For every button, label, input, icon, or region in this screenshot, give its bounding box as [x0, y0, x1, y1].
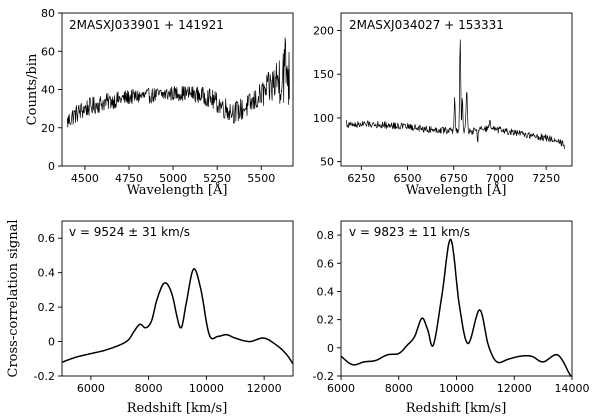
- y-tick-label: 60: [41, 45, 55, 58]
- y-tick-label: 0.8: [317, 229, 335, 242]
- x-tick-label: 5250: [203, 172, 231, 185]
- x-tick-label: 4750: [115, 172, 143, 185]
- xcorr-line: [340, 238, 573, 377]
- y-tick-label: 0.2: [317, 314, 335, 327]
- object-annotation: 2MASXJ034027 + 153331: [349, 18, 504, 32]
- x-ticks: 4500 4750 5000 5250 5500: [71, 166, 275, 185]
- x-tick-label: 6000: [77, 382, 105, 395]
- spectrum-line: [66, 37, 290, 128]
- plot-frame: [340, 12, 573, 167]
- y-ticks: -0.2 0 0.2 0.4 0.6: [34, 232, 62, 383]
- x-axis-label: Redshift [km/s]: [406, 401, 507, 416]
- y-tick-label: 0.2: [38, 301, 56, 314]
- y-tick-label: 150: [313, 68, 334, 81]
- x-ticks: 6250 6500 6750 7000 7250: [347, 166, 560, 185]
- x-tick-label: 12000: [497, 382, 532, 395]
- panel-spectrum-1: 4500 4750 5000 5250 5500 0 20 40 60 80 2MASXJ033…: [25, 7, 294, 198]
- x-tick-label: 6250: [347, 172, 375, 185]
- x-tick-label: 10000: [439, 382, 474, 395]
- y-ticks: -0.2 0 0.2 0.4 0.6 0.8: [313, 229, 341, 383]
- y-tick-label: 200: [313, 24, 334, 37]
- x-tick-label: 4500: [71, 172, 99, 185]
- y-tick-label: 0.4: [317, 285, 335, 298]
- x-axis-label: Wavelength [Å]: [406, 182, 507, 198]
- x-tick-label: 12000: [247, 382, 282, 395]
- y-tick-label: -0.2: [34, 370, 55, 383]
- y-tick-label: 20: [41, 122, 55, 135]
- y-tick-label: -0.2: [313, 370, 334, 383]
- spectrum-line: [346, 39, 565, 150]
- x-tick-label: 7250: [532, 172, 560, 185]
- x-ticks: 6000 8000 10000 12000: [77, 376, 282, 395]
- object-annotation: 2MASXJ033901 + 141921: [69, 18, 224, 32]
- y-tick-label: 100: [313, 112, 334, 125]
- x-tick-label: 5500: [247, 172, 275, 185]
- x-axis-label: Redshift [km/s]: [127, 401, 228, 416]
- x-tick-label: 8000: [385, 382, 413, 395]
- panel-spectrum-2: 6250 6500 6750 7000 7250 50 100 150 200 2MASXJ0…: [313, 12, 573, 198]
- y-tick-label: 80: [41, 7, 55, 20]
- y-tick-label: 50: [320, 156, 334, 169]
- x-tick-label: 10000: [189, 382, 224, 395]
- y-tick-label: 0.6: [38, 232, 56, 245]
- x-tick-label: 6000: [327, 382, 355, 395]
- y-tick-label: 0: [48, 336, 55, 349]
- x-tick-label: 8000: [135, 382, 163, 395]
- velocity-annotation: v = 9524 ± 31 km/s: [69, 225, 190, 239]
- y-tick-label: 0.4: [38, 267, 56, 280]
- y-tick-label: 0.6: [317, 257, 335, 270]
- y-tick-label: 0: [327, 342, 334, 355]
- plot-frame: [61, 12, 294, 167]
- x-ticks: 6000 8000 10000 12000 14000: [327, 376, 590, 395]
- panel-xcorr-1: 6000 8000 10000 12000 -0.2 0 0.2 0.4 0.6 v = 95…: [6, 219, 294, 416]
- velocity-annotation: v = 9823 ± 11 km/s: [349, 225, 470, 239]
- x-tick-label: 14000: [555, 382, 590, 395]
- y-tick-label: 0: [48, 160, 55, 173]
- y-ticks: 0 20 40 60 80: [41, 7, 62, 173]
- y-axis-label: Cross-correlation signal: [6, 219, 21, 377]
- x-tick-label: 6750: [440, 172, 468, 185]
- y-axis-label: Counts/bin: [25, 53, 40, 125]
- x-tick-label: 7000: [486, 172, 514, 185]
- x-tick-label: 5000: [159, 172, 187, 185]
- y-tick-label: 40: [41, 84, 55, 97]
- plot-frame: [61, 220, 294, 377]
- plot-frame: [340, 220, 573, 377]
- y-ticks: 50 100 150 200: [313, 24, 341, 169]
- x-tick-label: 6500: [394, 172, 422, 185]
- xcorr-line: [61, 268, 294, 365]
- x-axis-label: Wavelength [Å]: [127, 182, 228, 198]
- panel-xcorr-2: 6000 8000 10000 12000 14000 -0.2 0 0.2 0.4 0.6 0.…: [313, 220, 590, 416]
